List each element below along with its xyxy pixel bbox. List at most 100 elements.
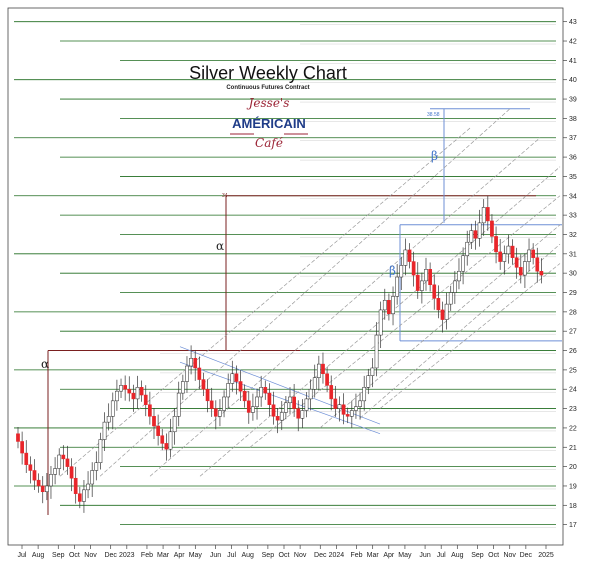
candle-body [148, 404, 152, 417]
candle-body [263, 387, 268, 394]
candle-body [316, 363, 321, 378]
candle-body [349, 410, 354, 417]
candle-body [362, 387, 367, 402]
x-tick-label: Apr [383, 552, 395, 559]
candle-body [292, 396, 296, 409]
candle-body [288, 396, 292, 404]
channel-line [149, 137, 541, 477]
y-tick-label: 21 [569, 445, 577, 452]
candle-body [296, 408, 301, 419]
candle-body [36, 479, 41, 487]
y-tick-label: 26 [569, 348, 577, 355]
x-tick-label: Sep [471, 552, 484, 559]
x-tick-label: Sep [52, 552, 65, 559]
alpha-left-label: α [41, 357, 49, 371]
candle-body [436, 298, 441, 311]
candle-body [156, 425, 160, 436]
x-tick-label: Nov [84, 552, 97, 559]
x-tick-label: Mar [157, 552, 170, 559]
plot-frame [7, 7, 564, 546]
candle-body [32, 470, 37, 481]
y-tick-label: 34 [569, 193, 577, 200]
marker-34-label: 34 [222, 193, 228, 199]
candle-body [168, 431, 173, 450]
candle-body [420, 280, 424, 291]
candle-body [539, 270, 544, 276]
candle-body [115, 390, 119, 402]
y-tick-label: 31 [569, 251, 577, 258]
candle-body [24, 452, 29, 465]
candle-body [345, 414, 350, 417]
x-tick-label: 2024 [329, 552, 345, 559]
x-tick-label: May [398, 552, 412, 559]
candle-body [218, 410, 222, 417]
candle-body [61, 454, 66, 460]
candle-body [461, 255, 465, 272]
candle-body [465, 241, 470, 257]
y-tick-label: 19 [569, 483, 577, 490]
x-tick-label: Oct [69, 552, 80, 559]
candle-body [119, 385, 123, 392]
candle-body [73, 477, 78, 494]
candle-body [440, 309, 445, 320]
candle-body [312, 377, 317, 390]
x-tick-label: 2025 [538, 552, 554, 559]
x-tick-label: Aug [241, 552, 254, 559]
candle-body [428, 269, 432, 286]
candle-body [82, 489, 86, 502]
y-tick-label: 17 [569, 522, 577, 529]
candle-body [205, 388, 210, 402]
candle-body [366, 375, 371, 388]
candle-body [65, 458, 70, 467]
y-tick-label: 27 [569, 329, 577, 336]
candle-body [432, 284, 437, 299]
blue-wedge-upper [179, 346, 381, 425]
candle-body [481, 207, 486, 224]
candle-body [193, 358, 198, 369]
candle-body [415, 274, 420, 291]
candle-body [374, 334, 379, 369]
candle-body [209, 400, 214, 409]
candle-body [16, 433, 20, 442]
candle-body [391, 296, 395, 315]
candle-body [370, 367, 375, 376]
candle-body [457, 270, 461, 282]
candle-body [234, 373, 239, 382]
candle-body [387, 299, 391, 315]
y-tick-label: 29 [569, 290, 577, 297]
y-tick-label: 40 [569, 77, 577, 84]
candle-body [506, 245, 511, 255]
candle-body [527, 249, 531, 262]
candle-body [382, 299, 387, 311]
x-tick-label: Jul [18, 552, 27, 559]
candle-body [20, 441, 24, 454]
candle-body [411, 261, 416, 276]
y-tick-label: 20 [569, 464, 577, 471]
x-tick-label: Aug [32, 552, 45, 559]
x-tick-label: Dec [314, 552, 327, 559]
candle-body [197, 367, 202, 380]
y-tick-label: 25 [569, 367, 577, 374]
candle-body [251, 406, 255, 413]
candle-body [242, 390, 247, 402]
candle-body [304, 398, 309, 411]
candle-body [160, 435, 165, 444]
y-tick-label: 18 [569, 503, 577, 510]
candle-body [407, 249, 412, 262]
candle-body [238, 381, 243, 392]
beta-upper-label: β [431, 149, 438, 163]
candle-body [284, 402, 288, 413]
blue-wedge-lower [179, 361, 381, 435]
x-tick-label: Jun [210, 552, 221, 559]
x-tick-label: Nov [503, 552, 516, 559]
x-tick-label: Oct [279, 552, 290, 559]
candle-body [523, 261, 527, 276]
candle-body [69, 466, 74, 479]
cafe-logo: Jesse's AMÉRICAIN Café [230, 96, 308, 150]
y-tick-label: 38 [569, 116, 577, 123]
candle-body [90, 470, 95, 485]
candle-body [494, 236, 498, 253]
candle-body [325, 373, 329, 386]
channel-line [379, 263, 561, 409]
candle-body [172, 416, 177, 433]
